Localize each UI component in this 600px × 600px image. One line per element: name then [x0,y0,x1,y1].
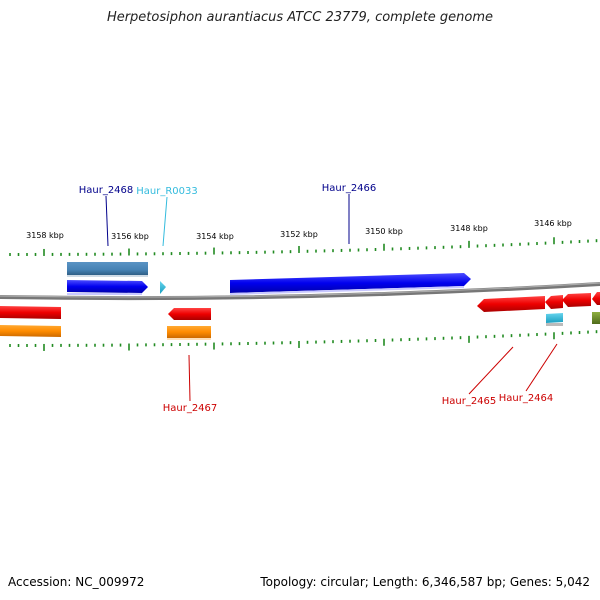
gene-label[interactable]: Haur_2464 [499,393,554,404]
cds-feature-haur-2464[interactable] [545,295,563,309]
genome-backbone [0,282,600,301]
gene-feature-shadow [167,338,211,340]
scale-labels: 3158 kbp 3156 kbp 3154 kbp 3152 kbp 3150 kbp… [26,219,572,241]
scale-label: 3154 kbp [196,232,234,241]
gene-labels: Haur_2468 Haur_R0033 Haur_2466 Haur_2467 Hau… [79,183,558,414]
scale-label: 3146 kbp [534,219,572,228]
scale-label: 3152 kbp [280,230,318,239]
scale-label: 3158 kbp [26,231,64,240]
rna-feature-haur-r0033[interactable] [160,281,166,294]
gene-feature-haur-2467[interactable] [167,326,211,338]
scale-label: 3150 kbp [365,227,403,236]
rna-feature-shadow [546,323,563,326]
cds-feature-haur-2468[interactable] [67,280,148,293]
scale-label: 3148 kbp [450,224,488,233]
scale-ticks-top [9,237,598,256]
other-feature-right-edge[interactable] [592,312,600,324]
genome-backbone-highlight [0,282,600,298]
map-title: Herpetosiphon aurantiacus ATCC 23779, co… [106,10,494,25]
gene-feature-left-edge[interactable] [0,325,61,337]
scale-ticks-bottom [9,330,598,351]
scale-label: 3156 kbp [111,232,149,241]
cds-feature-left-edge[interactable] [0,306,61,319]
gene-label-leader [188,354,191,402]
gene-feature-haur-2468[interactable] [67,262,148,275]
cds-feature-right-edge[interactable] [592,292,600,305]
gene-label[interactable]: Haur_R0033 [136,186,198,197]
gene-label-leader [162,196,168,247]
cds-feature-haur-2467[interactable] [168,308,211,320]
gene-label-leader [468,346,514,395]
cds-feature-shadow [230,286,464,295]
gene-label[interactable]: Haur_2466 [322,183,377,194]
gene-label-leader [525,343,558,392]
cds-feature-shadow [67,293,142,295]
accession-text: Accession: NC_009972 [8,575,145,589]
cds-feature-haur-2463[interactable] [562,293,591,307]
gene-label-leader [105,195,109,247]
cds-feature-haur-2465[interactable] [477,296,545,312]
rna-feature-small[interactable] [546,313,563,323]
gene-label[interactable]: Haur_2468 [79,185,134,196]
gene-label[interactable]: Haur_2467 [163,403,218,414]
gene-label[interactable]: Haur_2465 [442,396,497,407]
genome-summary-text: Topology: circular; Length: 6,346,587 bp… [260,575,590,589]
cds-feature-haur-2466[interactable] [230,273,471,293]
gene-feature-shadow [67,275,148,277]
